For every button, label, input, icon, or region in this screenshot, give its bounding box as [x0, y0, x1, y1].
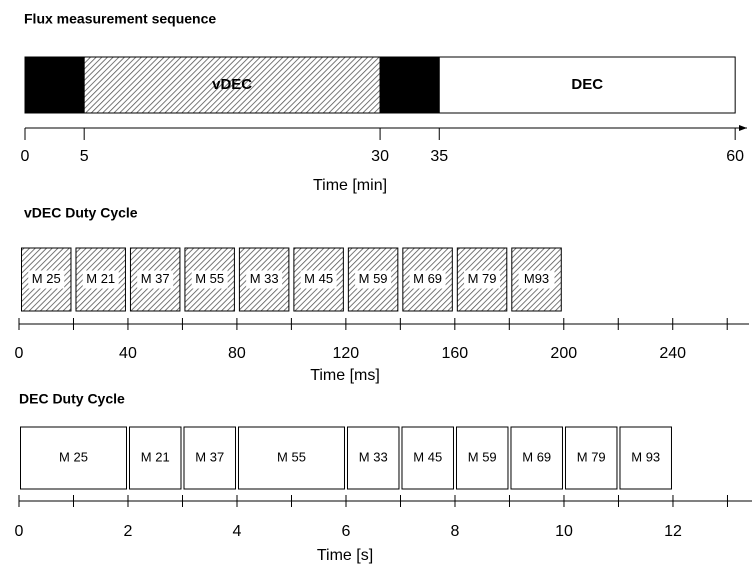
- segment-label: M 69: [413, 271, 442, 286]
- segment-label: DEC: [571, 76, 603, 93]
- label-background: [409, 270, 446, 289]
- segment: [183, 426, 236, 490]
- x-tick-label: 5: [80, 148, 89, 165]
- x-tick-label: 35: [430, 148, 448, 165]
- label-background: [137, 270, 174, 289]
- panel-title: vDEC Duty Cycle: [24, 205, 138, 221]
- x-tick-label: 4: [233, 523, 242, 540]
- segment: [346, 426, 400, 490]
- segment: [379, 56, 440, 114]
- segment: [510, 426, 563, 490]
- x-tick-label: 10: [555, 523, 573, 540]
- segment-label: M 45: [304, 271, 333, 286]
- segment-label: M 21: [141, 449, 170, 464]
- segment: [455, 426, 509, 490]
- segment-label: M 25: [32, 271, 61, 286]
- x-tick-label: 0: [15, 345, 24, 362]
- x-axis-label: Time [s]: [317, 547, 373, 564]
- x-tick-label: 8: [451, 523, 460, 540]
- segment-label: M 59: [359, 271, 388, 286]
- x-tick-label: 40: [119, 345, 137, 362]
- segment-label: M 33: [250, 271, 279, 286]
- segment-label: M 79: [577, 449, 606, 464]
- x-tick-label: 12: [664, 523, 682, 540]
- segment: [237, 426, 345, 490]
- x-tick-label: 240: [659, 345, 686, 362]
- segment-label: M 37: [195, 449, 224, 464]
- segment: [564, 426, 618, 490]
- segment: [438, 56, 736, 114]
- x-tick-label: 0: [15, 523, 24, 540]
- panel-title: Flux measurement sequence: [24, 11, 216, 27]
- x-tick-label: 160: [441, 345, 468, 362]
- label-background: [28, 270, 65, 289]
- segment: [83, 56, 381, 114]
- segment-label: M 21: [86, 271, 115, 286]
- segment-label: M 93: [631, 449, 660, 464]
- segment: [619, 426, 672, 490]
- segment-label: M 55: [277, 449, 306, 464]
- x-tick-label: 120: [333, 345, 360, 362]
- segment: [20, 426, 127, 490]
- segment: [24, 56, 85, 114]
- segment-label: M 33: [359, 449, 388, 464]
- x-tick-label: 200: [550, 345, 577, 362]
- x-tick-label: 30: [371, 148, 389, 165]
- label-background: [300, 270, 337, 289]
- x-axis-label: Time [min]: [313, 177, 387, 194]
- label-background: [518, 270, 555, 289]
- segment-label: M 25: [59, 449, 88, 464]
- segment-label: M 59: [468, 449, 497, 464]
- segment-label: M 55: [195, 271, 224, 286]
- label-background: [464, 270, 501, 289]
- x-tick-label: 2: [124, 523, 133, 540]
- x-axis-label: Time [ms]: [310, 367, 380, 384]
- x-tick-label: 6: [342, 523, 351, 540]
- segment: [401, 426, 454, 490]
- label-background: [191, 270, 228, 289]
- segment: [128, 426, 182, 490]
- x-tick-label: 80: [228, 345, 246, 362]
- panel-title: DEC Duty Cycle: [19, 391, 125, 407]
- segment-label: M93: [524, 271, 549, 286]
- segment-label: M 79: [468, 271, 497, 286]
- segment-label: M 37: [141, 271, 170, 286]
- segment-label: vDEC: [212, 76, 252, 93]
- x-tick-label: 0: [21, 148, 30, 165]
- label-background: [355, 270, 392, 289]
- label-background: [82, 270, 119, 289]
- label-background: [246, 270, 283, 289]
- x-tick-label: 60: [726, 148, 744, 165]
- segment-label: M 69: [522, 449, 551, 464]
- segment-label: MS: [398, 76, 421, 93]
- segment-label: MS: [43, 76, 66, 93]
- segment-label: M 45: [413, 449, 442, 464]
